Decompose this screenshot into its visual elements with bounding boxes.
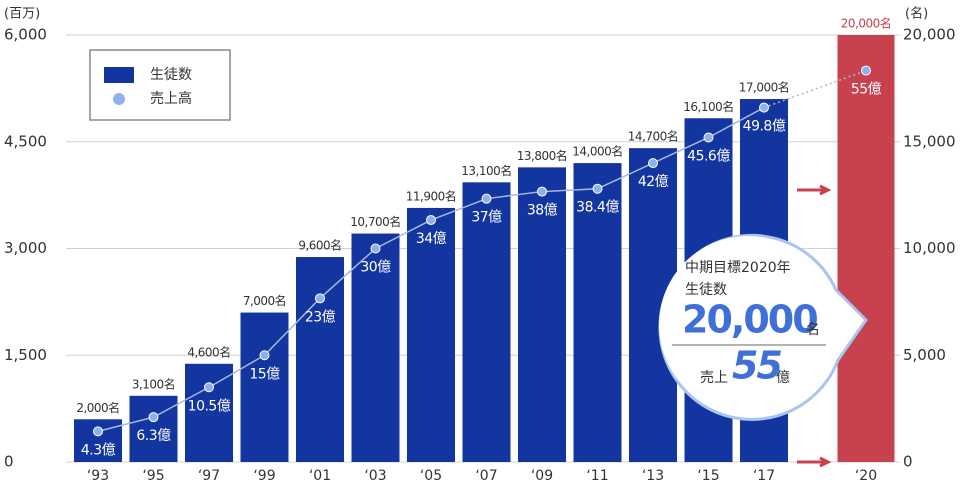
bar (351, 233, 400, 462)
sales-value-label: 37億 (471, 210, 502, 226)
y-tick-label: 6,000 (4, 26, 47, 44)
x-tick-label: ‘20 (855, 468, 877, 483)
bar-value-label: 7,000名 (243, 293, 286, 308)
sales-value-label: 34億 (416, 231, 447, 247)
x-tick-label: ‘95 (142, 468, 164, 483)
sales-point (537, 186, 547, 197)
sales-value-label: 38.4億 (576, 200, 619, 216)
x-tick-label: ‘15 (697, 468, 719, 483)
bar-value-label: 13,800名 (517, 148, 568, 163)
sales-point (370, 243, 381, 254)
x-tick-label: ‘09 (531, 468, 553, 483)
sales-point (259, 350, 270, 361)
callout-text: 売上 (700, 370, 728, 386)
y2-tick-label: 5,000 (903, 346, 946, 364)
bar-value-label: 16,100名 (683, 99, 734, 114)
sales-value-label: 49.8億 (743, 119, 786, 135)
bar (296, 257, 344, 462)
y-tick-label: 0 (4, 453, 14, 471)
bar-value-label: 13,100名 (461, 163, 512, 178)
bar-value-label: 9,600名 (298, 238, 341, 253)
sales-value-label: 55億 (851, 82, 882, 98)
sales-point (93, 426, 103, 437)
legend-label: 売上高 (150, 90, 192, 107)
bar-value-label: 11,900名 (406, 188, 457, 203)
sales-value-label: 15億 (249, 366, 280, 382)
bar-value-label: 17,000名 (739, 80, 790, 95)
bar (518, 167, 566, 462)
sales-value-label: 38億 (527, 203, 558, 219)
x-tick-label: ‘93 (87, 468, 109, 483)
arrow (797, 456, 832, 468)
x-tick-label: ‘99 (253, 468, 275, 483)
y2-tick-label: 15,000 (903, 132, 956, 150)
bar (573, 163, 622, 462)
sales-value-label: 10.5億 (188, 398, 231, 414)
callout-students: 20,000 (682, 298, 817, 342)
callout-unit: 億 (776, 370, 790, 386)
legend-label: 生徒数 (150, 67, 192, 83)
sales-value-label: 42億 (638, 174, 669, 190)
bar (407, 207, 455, 462)
sales-point (648, 158, 658, 169)
x-tick-label: ‘13 (642, 468, 664, 483)
legend-swatch (113, 93, 125, 105)
x-tick-label: ‘05 (420, 468, 442, 483)
callout-sales: 55 (732, 344, 781, 388)
sales-point (592, 183, 603, 194)
callout-inner (659, 236, 837, 414)
callout-text: 生徒数 (685, 282, 727, 298)
bar-value-label: 20,000名 (841, 16, 892, 31)
x-tick-label: ‘01 (309, 468, 331, 483)
y-axis-label: (百万) (4, 7, 40, 22)
callout-unit: 名 (806, 322, 820, 338)
bar (185, 363, 233, 462)
y2-axis-label: (名) (905, 6, 928, 22)
bar-value-label: 14,700名 (628, 129, 679, 144)
sales-point (861, 65, 871, 76)
y2-tick-label: 20,000 (903, 26, 956, 44)
sales-point (703, 132, 714, 143)
sales-value-label: 23億 (305, 309, 336, 325)
sales-value-label: 45.6億 (687, 148, 730, 164)
y-tick-label: 1,500 (4, 346, 47, 364)
x-tick-label: ‘97 (198, 468, 220, 483)
y-tick-label: 4,500 (4, 132, 47, 150)
x-tick-label: ‘11 (586, 468, 608, 483)
bar-value-label: 14,000名 (572, 144, 623, 159)
sales-line-projection (763, 69, 867, 109)
bar (837, 35, 895, 462)
sales-value-label: 4.3億 (81, 442, 116, 458)
sales-point (426, 215, 436, 226)
legend-box (89, 49, 231, 121)
bar-value-label: 4,600名 (187, 344, 230, 359)
x-tick-label: ‘03 (364, 468, 386, 483)
bar (129, 395, 178, 462)
legend-swatch (104, 67, 134, 83)
sales-point (315, 293, 325, 304)
sales-value-label: 30億 (360, 260, 391, 276)
bar-value-label: 10,700名 (350, 214, 401, 229)
sales-point (481, 193, 492, 204)
bar (462, 182, 511, 462)
bar (240, 312, 289, 462)
sales-point (204, 382, 214, 393)
sales-point (759, 102, 769, 113)
y-tick-label: 3,000 (4, 239, 47, 257)
x-tick-label: ‘07 (475, 468, 497, 483)
bar-value-label: 3,100名 (132, 376, 175, 391)
bar-value-label: 2,000名 (76, 400, 119, 415)
y2-tick-label: 0 (903, 453, 913, 471)
callout-text: 中期目標2020年 (685, 260, 791, 276)
x-tick-label: ‘17 (753, 468, 775, 483)
sales-point (148, 412, 159, 423)
sales-value-label: 6.3億 (136, 428, 171, 444)
y2-tick-label: 10,000 (903, 239, 956, 257)
arrow (797, 184, 832, 196)
